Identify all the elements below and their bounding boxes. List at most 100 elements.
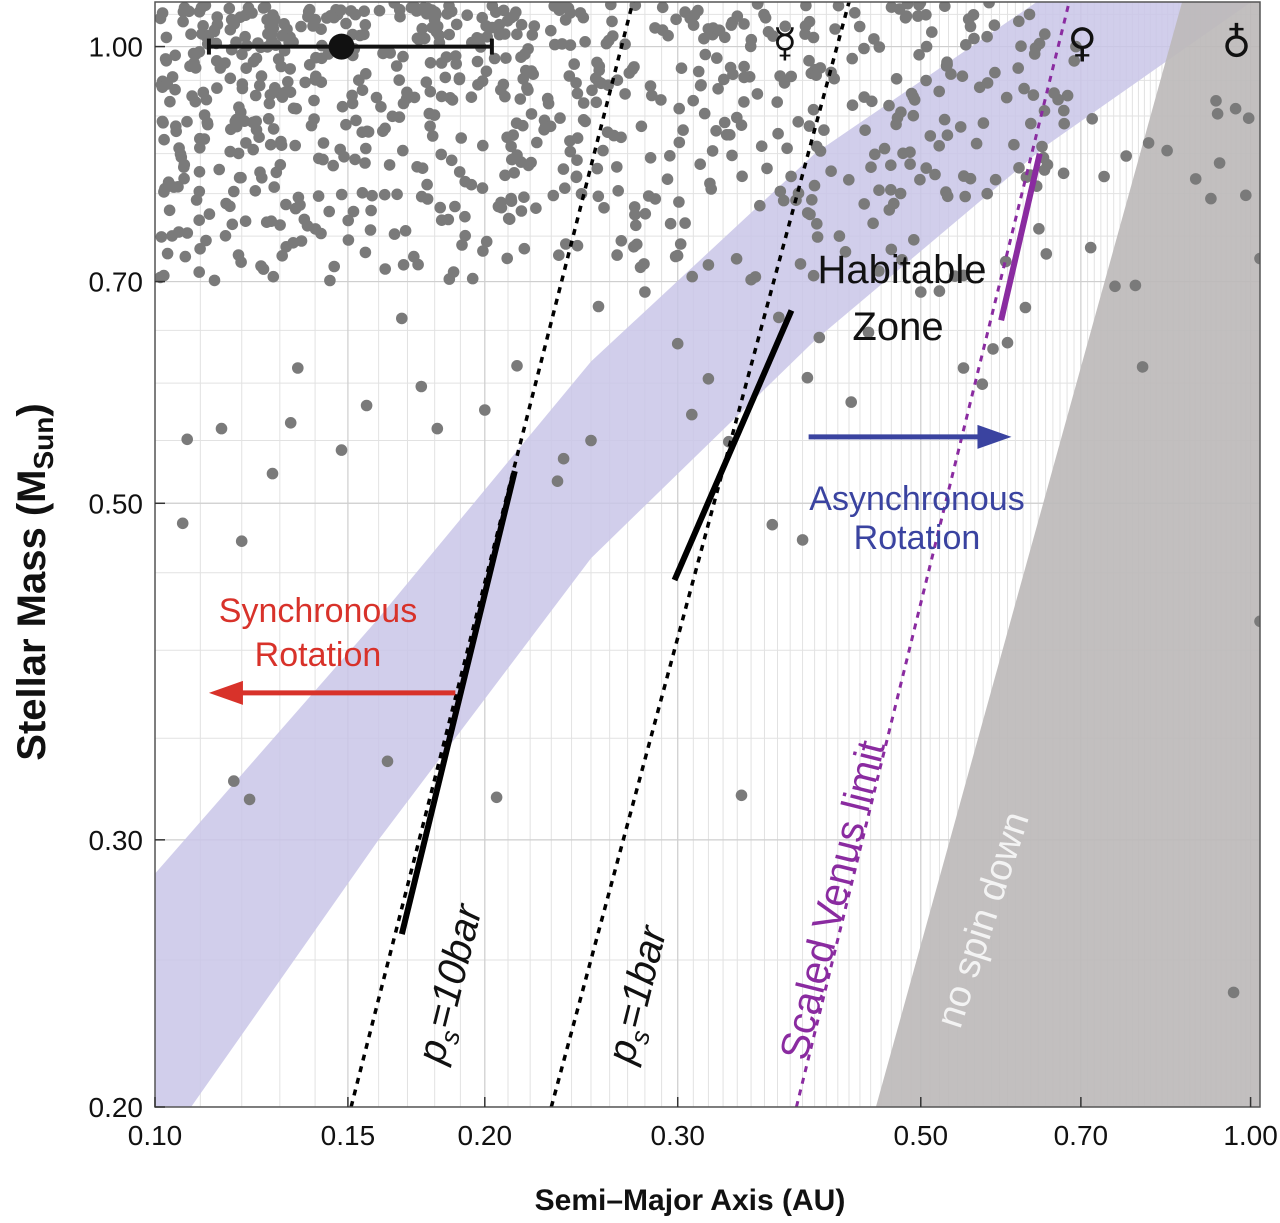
data-point — [164, 95, 176, 108]
data-point — [773, 311, 785, 324]
data-point — [359, 19, 372, 31]
data-point — [397, 97, 410, 110]
data-point — [1015, 40, 1027, 52]
data-point — [471, 55, 484, 68]
data-point — [335, 4, 347, 16]
data-point — [1058, 117, 1070, 130]
synchronous-label-2: Rotation — [255, 636, 382, 674]
data-point — [276, 29, 289, 42]
data-point — [577, 11, 590, 24]
data-point — [557, 452, 570, 465]
data-point — [673, 196, 685, 208]
data-point — [495, 84, 507, 96]
data-point — [605, 2, 617, 11]
data-point — [564, 145, 577, 158]
data-point — [1019, 301, 1032, 314]
data-point — [161, 78, 173, 90]
data-point — [246, 7, 258, 19]
data-point — [687, 94, 699, 107]
y-axis-title-main: Stellar Mass (M — [10, 470, 54, 761]
y-tick-label: 0.50 — [89, 488, 144, 519]
data-point — [933, 140, 945, 152]
data-point — [401, 86, 413, 99]
data-point — [702, 373, 715, 385]
data-point — [253, 131, 265, 143]
data-point — [275, 60, 288, 73]
data-point — [268, 181, 281, 193]
data-point — [794, 258, 807, 270]
data-point — [514, 93, 527, 105]
data-point — [179, 250, 192, 263]
data-point — [193, 166, 206, 178]
venus-limit-solid — [998, 152, 1043, 322]
data-point — [591, 56, 603, 69]
data-point — [608, 129, 620, 142]
synchronous-arrow-head — [208, 680, 243, 705]
data-point — [800, 2, 812, 12]
data-point — [327, 159, 340, 172]
data-point — [718, 73, 730, 86]
data-point — [201, 118, 214, 131]
data-point — [193, 266, 205, 278]
data-point — [397, 50, 409, 63]
data-point — [350, 114, 362, 127]
x-tick-label: 0.70 — [1054, 1120, 1109, 1151]
data-point — [839, 246, 852, 258]
data-point — [228, 775, 240, 787]
data-point — [349, 153, 361, 166]
data-point — [262, 113, 275, 125]
data-point — [226, 218, 239, 231]
y-tick-label: 0.20 — [89, 1092, 144, 1123]
data-point — [807, 31, 820, 44]
data-point — [449, 200, 461, 213]
data-point — [711, 52, 723, 64]
data-point — [671, 249, 684, 262]
data-point — [724, 129, 736, 141]
data-point — [959, 190, 971, 203]
data-point — [600, 37, 613, 50]
data-point — [807, 269, 820, 282]
data-point — [859, 124, 871, 136]
data-point — [924, 130, 937, 142]
data-point — [1109, 280, 1121, 293]
data-point — [461, 9, 474, 21]
data-point — [736, 170, 748, 183]
data-point — [615, 235, 628, 247]
data-point — [336, 100, 349, 113]
data-point — [761, 162, 773, 175]
data-point — [866, 95, 878, 108]
data-point — [752, 2, 764, 9]
data-point — [335, 188, 348, 201]
data-point — [964, 172, 977, 185]
data-point — [957, 269, 970, 282]
data-point — [435, 57, 448, 69]
data-point — [735, 789, 748, 802]
data-point — [505, 140, 517, 153]
data-point — [1020, 171, 1033, 183]
data-point — [983, 2, 995, 9]
pressure-10bar-rest: =10bar — [418, 899, 492, 1033]
data-point — [606, 15, 618, 28]
data-point — [294, 199, 306, 211]
data-point — [705, 183, 717, 195]
data-point — [213, 163, 225, 176]
data-point — [359, 157, 371, 169]
data-point — [335, 444, 348, 456]
data-point — [177, 15, 189, 28]
data-point — [885, 243, 898, 256]
data-point — [592, 190, 605, 203]
data-point — [360, 142, 372, 155]
data-point — [694, 158, 706, 170]
data-point — [869, 148, 881, 161]
pressure-line-solid — [398, 470, 518, 935]
data-point — [1242, 112, 1255, 124]
data-point — [397, 259, 410, 271]
data-point — [908, 94, 921, 106]
data-point — [391, 188, 403, 201]
data-point — [964, 20, 977, 33]
data-point — [785, 170, 797, 183]
data-point — [989, 66, 1001, 79]
data-point — [862, 326, 875, 339]
data-point — [236, 48, 248, 61]
data-point — [453, 73, 466, 86]
